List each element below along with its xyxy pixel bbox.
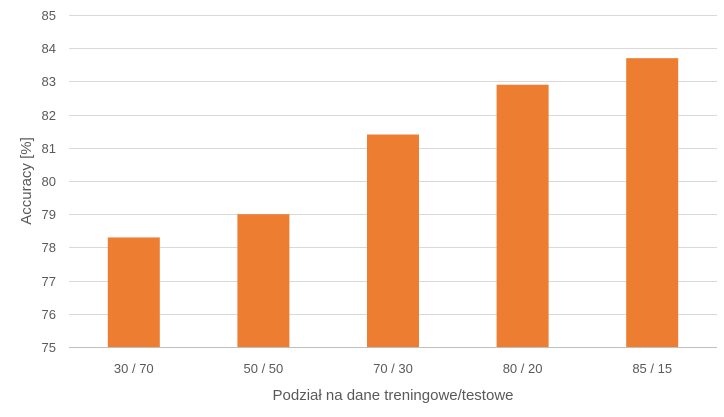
x-tick-label: 70 / 30 <box>373 361 413 376</box>
y-tick-label: 77 <box>42 274 56 289</box>
y-tick-label: 85 <box>42 8 56 23</box>
y-tick-label: 80 <box>42 174 56 189</box>
y-tick-label: 76 <box>42 307 56 322</box>
bar-4 <box>496 84 549 347</box>
x-tick-label: 85 / 15 <box>632 361 672 376</box>
x-tick-label: 30 / 70 <box>114 361 154 376</box>
x-tick-label: 80 / 20 <box>503 361 543 376</box>
y-tick-label: 84 <box>42 41 56 56</box>
y-tick-label: 81 <box>42 141 56 156</box>
y-tick-labels: 75 76 77 78 79 80 81 82 83 84 85 <box>42 8 56 355</box>
x-tick-label: 50 / 50 <box>244 361 284 376</box>
x-tick-labels: 30 / 70 50 / 50 70 / 30 80 / 20 85 / 15 <box>114 361 672 376</box>
bars <box>107 58 679 347</box>
y-tick-label: 83 <box>42 74 56 89</box>
y-tick-label: 82 <box>42 108 56 123</box>
bar-2 <box>237 214 290 347</box>
bar-3 <box>367 134 419 347</box>
bar-5 <box>626 58 679 347</box>
y-axis-title: Accuracy [%] <box>18 137 35 225</box>
y-tick-label: 75 <box>42 340 56 355</box>
y-tick-label: 78 <box>42 240 56 255</box>
bar-1 <box>107 237 160 347</box>
x-axis-title: Podział na dane treningowe/testowe <box>273 387 514 404</box>
y-tick-label: 79 <box>42 207 56 222</box>
